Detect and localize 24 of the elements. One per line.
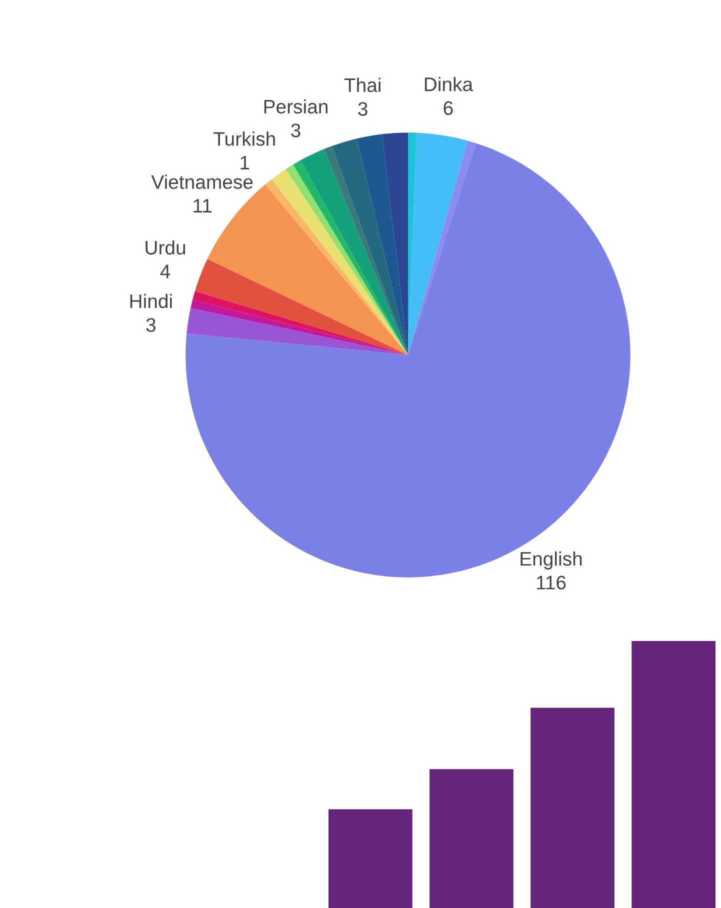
data-label: 11: [194, 199, 212, 213]
data-label: 3: [358, 102, 368, 116]
bar: [430, 769, 514, 908]
data-label: 6: [444, 101, 453, 116]
slice-label: Hindi: [130, 294, 172, 308]
bar: [530, 708, 614, 908]
pie-slice: [194, 259, 408, 355]
slice-label: Dinka: [424, 76, 474, 92]
slice-label: English: [520, 551, 582, 570]
bar: [328, 809, 412, 908]
data-label: 3: [291, 124, 300, 138]
bar: [632, 641, 716, 908]
pie-slice: [382, 132, 408, 355]
data-label: 1: [240, 156, 250, 170]
pie-slice: [186, 308, 408, 355]
data-label: 116: [536, 576, 566, 590]
slice-label: Thai: [344, 78, 380, 92]
slice-label: Urdu: [146, 240, 186, 255]
slice-label: Persian: [264, 99, 328, 114]
slice-label: Turkish: [214, 132, 275, 146]
slice-label: Vietnamese: [151, 174, 253, 189]
pie-slice: [356, 134, 408, 355]
data-label: 4: [160, 264, 170, 278]
data-label: 3: [146, 318, 156, 332]
